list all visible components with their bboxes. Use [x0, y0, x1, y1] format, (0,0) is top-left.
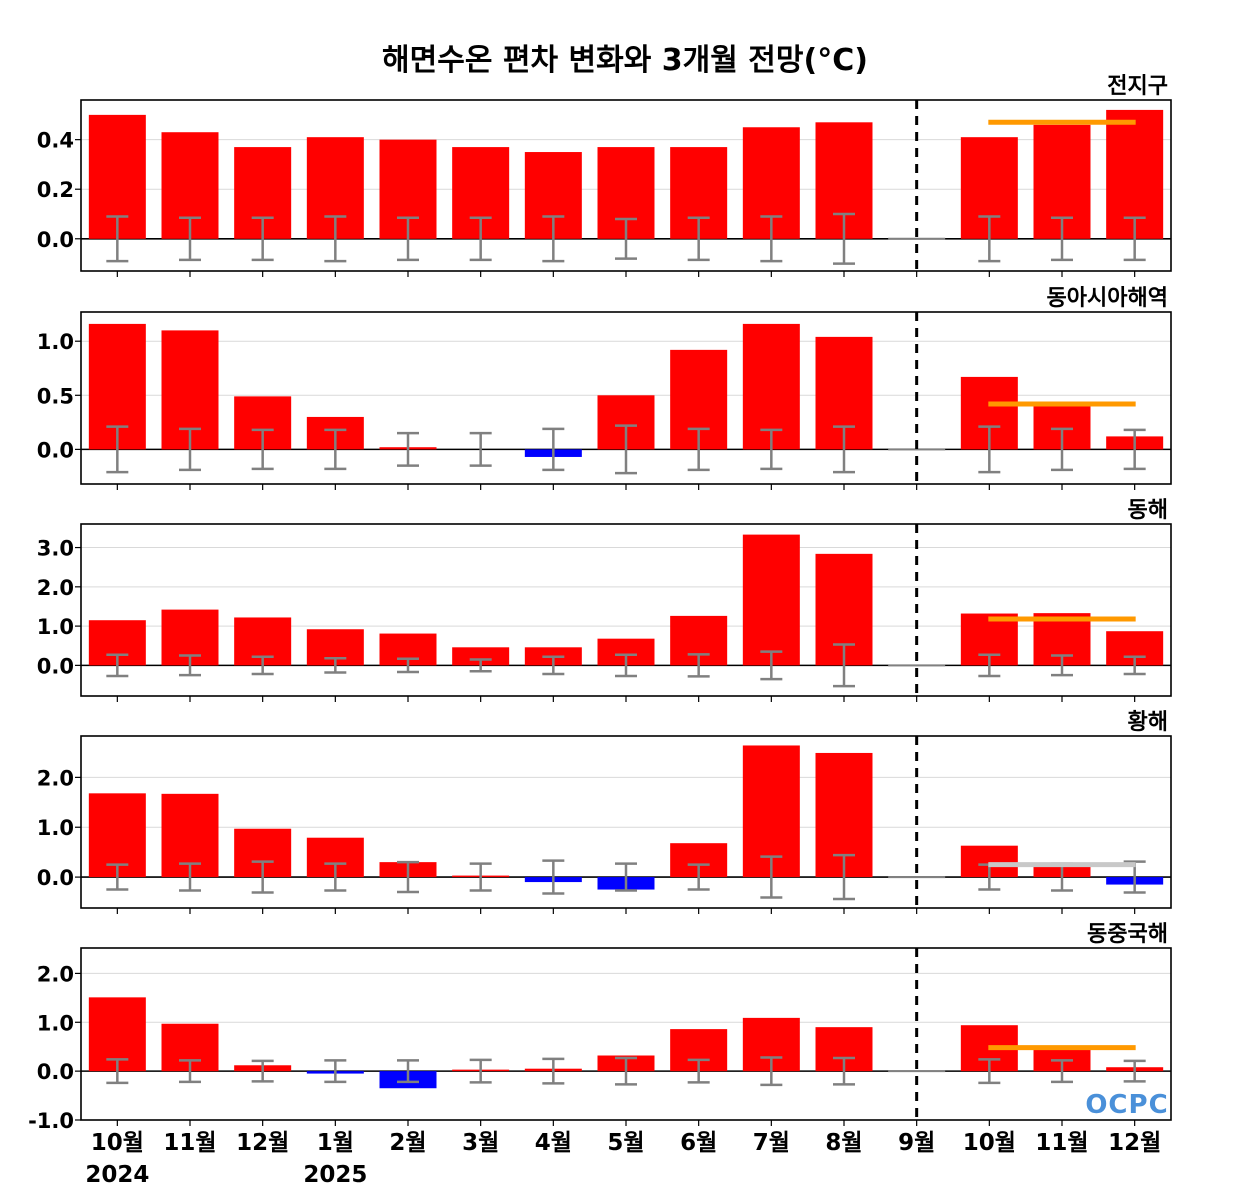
y-tick-label: 0.0	[37, 654, 74, 678]
y-tick-label: 0.5	[37, 384, 74, 408]
x-category-label: 11월	[163, 1130, 216, 1156]
x-year-label: 2025	[303, 1162, 367, 1188]
y-tick-label: 1.0	[37, 615, 74, 639]
y-tick-label: 1.0	[37, 330, 74, 354]
x-category-label: 12월	[236, 1130, 289, 1156]
chart-panels: 0.0 0.2 0.4 전지구 0.0 0.5 1.0 동아시아해역 0.0 1.0 2.0 3.0 동…	[28, 74, 1172, 1133]
bar	[88, 793, 146, 878]
panel-5: -1.0 0.0 1.0 2.0 동중국해	[28, 922, 1172, 1133]
y-tick-label: 0.2	[37, 178, 74, 202]
x-category-label: 12월	[1108, 1130, 1161, 1156]
y-tick-label: 2.0	[37, 962, 74, 986]
panel-1: 0.0 0.2 0.4 전지구	[37, 74, 1172, 277]
x-category-label: 10월	[91, 1130, 144, 1156]
bar	[742, 745, 800, 878]
y-tick-label: -1.0	[28, 1109, 74, 1133]
x-category-label: 11월	[1035, 1130, 1088, 1156]
x-category-label: 3월	[462, 1130, 499, 1156]
ocpc-logo: OCPC	[1085, 1090, 1168, 1120]
y-tick-label: 2.0	[37, 766, 74, 790]
x-category-label: 2월	[389, 1130, 426, 1156]
panel-frame	[80, 311, 1172, 485]
panel-frame	[80, 735, 1172, 909]
y-tick-label: 0.4	[37, 129, 74, 153]
x-category-label: 9월	[898, 1130, 935, 1156]
y-tick-label: 3.0	[37, 537, 74, 561]
ocpc-logo-text: OCPC	[1085, 1090, 1168, 1120]
y-tick-label: 0.0	[37, 228, 74, 252]
x-category-label: 4월	[535, 1130, 572, 1156]
y-tick-label: 0.0	[37, 1060, 74, 1084]
y-tick-label: 0.0	[37, 866, 74, 890]
x-category-label: 5월	[607, 1130, 644, 1156]
panel-title: 동아시아해역	[1047, 286, 1168, 311]
panel-2: 0.0 0.5 1.0 동아시아해역	[37, 286, 1172, 490]
y-tick-label: 1.0	[37, 1011, 74, 1035]
x-category-label: 7월	[753, 1130, 790, 1156]
chart-title: 해면수온 편차 변화와 3개월 전망(°C)	[382, 43, 868, 78]
panel-title: 전지구	[1107, 74, 1168, 99]
x-year-label: 2024	[85, 1162, 149, 1188]
x-category-label: 10월	[963, 1130, 1016, 1156]
panel-title: 황해	[1128, 710, 1168, 735]
bar	[742, 534, 800, 666]
x-category-label: 6월	[680, 1130, 717, 1156]
x-axis-labels: 10월 11월 12월 1월 2월 3월 4월 5월 6월 7월 8월 9월 10월 11월 12월 2024…	[85, 1130, 1161, 1188]
panel-frame	[80, 523, 1172, 697]
x-category-label: 8월	[825, 1130, 862, 1156]
panel-title: 동중국해	[1087, 922, 1168, 947]
panel-4: 0.0 1.0 2.0 황해	[37, 710, 1172, 914]
bar	[742, 323, 800, 450]
panel-3: 0.0 1.0 2.0 3.0 동해	[37, 498, 1172, 702]
y-tick-label: 1.0	[37, 816, 74, 840]
y-tick-label: 2.0	[37, 576, 74, 600]
y-tick-label: 0.0	[37, 438, 74, 462]
panel-frame	[80, 947, 1172, 1121]
panel-frame	[80, 99, 1172, 272]
panel-title: 동해	[1128, 498, 1168, 523]
bar	[452, 647, 510, 666]
x-category-label: 1월	[317, 1130, 354, 1156]
